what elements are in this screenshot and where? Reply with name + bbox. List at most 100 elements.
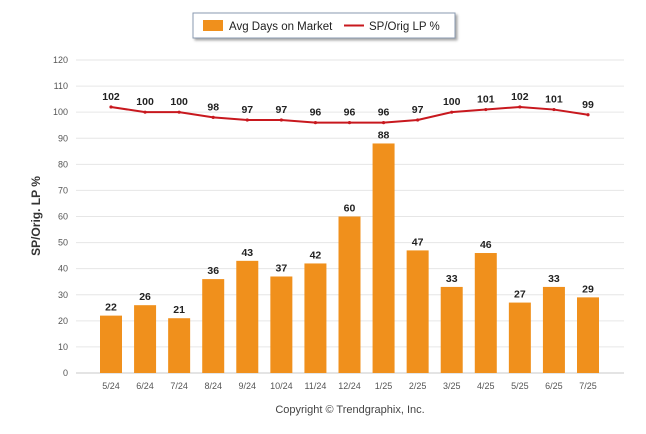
- line-point: [313, 121, 318, 125]
- bar-value-label: 33: [446, 273, 458, 285]
- line-value-label: 96: [344, 107, 356, 119]
- line-point: [450, 110, 454, 114]
- line-value-label: 98: [207, 101, 219, 113]
- y-tick-label: 70: [58, 185, 68, 195]
- line-value-label: 102: [511, 91, 529, 103]
- copyright-footer: Copyright © Trendgraphix, Inc.: [275, 404, 424, 416]
- bar-value-label: 26: [139, 291, 151, 303]
- x-tick-label: 7/25: [579, 381, 597, 391]
- bar-value-label: 27: [514, 289, 526, 301]
- legend-box: [192, 12, 456, 39]
- bar-value-label: 29: [582, 283, 594, 295]
- y-tick-label: 30: [58, 290, 68, 300]
- y-tick-label: 80: [58, 159, 68, 169]
- line-point: [211, 115, 215, 119]
- bar: [440, 286, 463, 373]
- x-tick-label: 8/24: [204, 381, 222, 391]
- line-value-label: 100: [443, 96, 461, 108]
- line-point: [347, 121, 352, 125]
- bar-series: [100, 143, 599, 373]
- bar: [100, 315, 122, 373]
- y-tick-label: 50: [58, 238, 68, 248]
- bar-value-label: 36: [207, 265, 219, 277]
- x-axis-ticks: 5/24 6/24 7/24 8/24 9/24 10/24 11/24 12/24 1/25 2…: [102, 381, 597, 391]
- x-tick-label: 3/25: [443, 381, 461, 391]
- bar: [406, 250, 429, 373]
- line-point: [143, 110, 147, 114]
- y-axis-label: SP/Orig. LP %: [29, 176, 43, 256]
- bar-value-label: 60: [344, 203, 356, 215]
- line-value-label: 96: [378, 107, 390, 119]
- bar: [304, 263, 327, 373]
- line-value-label: 100: [170, 96, 188, 108]
- legend: Avg Days on Market SP/Orig LP %: [192, 12, 456, 39]
- bar-value-label: 33: [548, 273, 560, 285]
- bar: [542, 286, 565, 373]
- legend-bar-label: Avg Days on Market: [229, 21, 333, 33]
- y-tick-label: 0: [63, 368, 68, 378]
- y-tick-label: 60: [58, 212, 68, 222]
- line-value-label: 101: [477, 94, 495, 106]
- gridlines: [76, 59, 624, 374]
- x-tick-label: 5/25: [511, 381, 529, 391]
- bar-value-label: 47: [412, 236, 424, 248]
- bar-value-label: 43: [241, 247, 253, 259]
- line-value-label: 101: [545, 94, 563, 106]
- line-value-labels: 102 100 100 98 97 97 96 96 96 97 100 101 102 101 99: [102, 91, 594, 119]
- bar: [372, 143, 395, 373]
- line-series: [109, 105, 590, 125]
- bar-value-labels: 22 26 21 36 43 37 42 60 88 47 33 46 27 33 29: [105, 129, 594, 316]
- legend-bar-swatch: [203, 20, 223, 31]
- y-tick-label: 100: [53, 107, 68, 117]
- bar: [202, 279, 225, 373]
- bar-value-label: 37: [276, 262, 288, 274]
- bar: [134, 305, 157, 373]
- y-axis-ticks: 0 10 20 30 40 50 60 70 80 90 100 110 120: [53, 55, 68, 378]
- bar-value-label: 21: [173, 304, 185, 316]
- y-tick-label: 40: [58, 264, 68, 274]
- x-tick-label: 1/25: [375, 381, 393, 391]
- bar: [338, 216, 361, 373]
- x-tick-label: 12/24: [338, 381, 361, 391]
- line-point: [177, 110, 181, 114]
- line-point: [245, 118, 249, 122]
- bar-value-label: 88: [378, 129, 390, 141]
- bar: [577, 297, 599, 373]
- line-point: [381, 121, 386, 125]
- y-tick-label: 120: [53, 55, 68, 65]
- bar: [236, 260, 259, 373]
- bar-value-label: 22: [105, 302, 117, 314]
- x-tick-label: 9/24: [239, 381, 257, 391]
- line-value-label: 97: [241, 104, 253, 116]
- line-point: [518, 105, 522, 109]
- line-value-label: 100: [136, 96, 154, 108]
- legend-line-label: SP/Orig LP %: [369, 21, 440, 33]
- line-value-label: 96: [310, 107, 322, 119]
- y-tick-label: 90: [58, 133, 68, 143]
- line-value-label: 97: [412, 104, 424, 116]
- line-value-label: 102: [102, 91, 120, 103]
- x-tick-label: 6/24: [136, 381, 154, 391]
- x-tick-label: 10/24: [270, 381, 293, 391]
- y-tick-label: 10: [58, 342, 68, 352]
- bar: [474, 253, 497, 373]
- line-value-label: 99: [582, 99, 594, 111]
- y-tick-label: 20: [58, 316, 68, 326]
- bar-value-label: 46: [480, 239, 492, 251]
- line-point: [586, 113, 590, 117]
- bar: [508, 302, 531, 373]
- line-point: [416, 118, 420, 122]
- y-tick-label: 110: [54, 81, 68, 91]
- line-point: [552, 107, 556, 112]
- bar: [168, 318, 191, 373]
- x-tick-label: 2/25: [409, 381, 427, 391]
- line-value-label: 97: [276, 104, 288, 116]
- x-tick-label: 4/25: [477, 381, 495, 391]
- x-tick-label: 7/24: [170, 381, 188, 391]
- x-tick-label: 11/24: [304, 381, 326, 391]
- line-point: [484, 107, 488, 112]
- bar-value-label: 42: [310, 249, 322, 261]
- line-point: [109, 105, 113, 109]
